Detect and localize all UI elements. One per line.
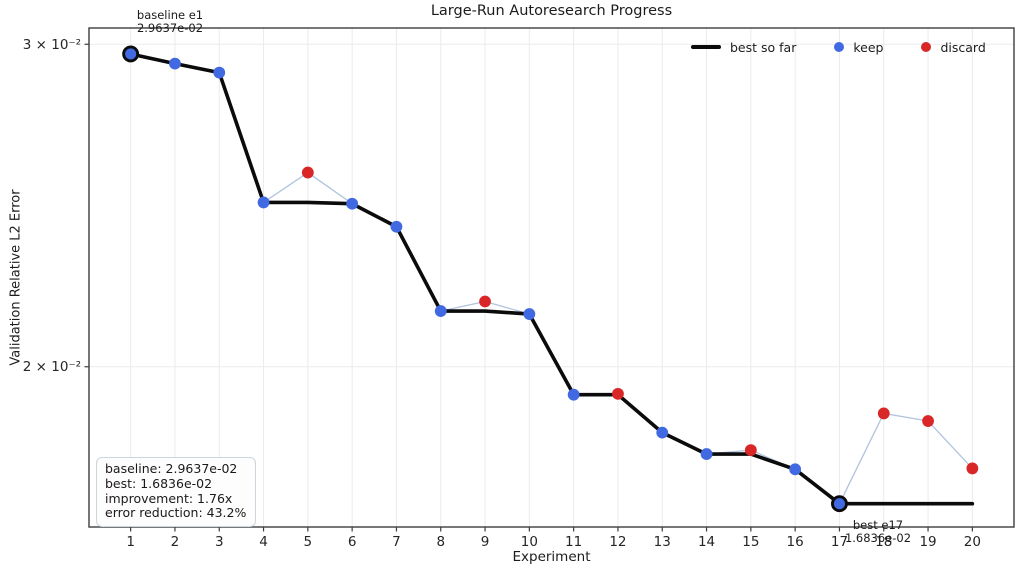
- stats-baseline: baseline: 2.9637e-02: [105, 461, 238, 476]
- stats-improvement: improvement: 1.76x: [105, 490, 233, 506]
- marker-e18-discard: [877, 407, 890, 420]
- x-tick-label-3: 3: [215, 534, 224, 550]
- legend-label-discard: discard: [940, 39, 986, 55]
- x-tick-label-16: 16: [787, 534, 804, 550]
- annotation-baseline-line1: baseline e1: [136, 8, 204, 22]
- marker-e10-keep: [523, 308, 536, 320]
- x-tick-label-20: 20: [964, 534, 981, 550]
- chart-title: Large-Run Autoresearch Progress: [430, 3, 673, 19]
- marker-e6-keep: [346, 197, 359, 210]
- marker-e2-keep: [169, 57, 181, 70]
- legend-item-keep: keep: [834, 40, 883, 55]
- x-tick-label-14: 14: [698, 534, 715, 550]
- x-tick-label-4: 4: [259, 534, 268, 550]
- marker-e3-keep: [213, 66, 226, 79]
- stats-error-reduction: error reduction: 43.2%: [105, 505, 247, 521]
- stats-box: baseline: 2.9637e-02 best: 1.6836e-02 im…: [96, 457, 257, 528]
- plot-border: [88, 27, 1015, 528]
- x-tick-label-15: 15: [742, 534, 759, 550]
- x-tick-label-19: 19: [919, 534, 936, 550]
- x-axis-label: Experiment: [512, 549, 591, 565]
- legend-item-discard: discard: [921, 39, 986, 55]
- x-tick-label-17: 17: [831, 534, 848, 550]
- x-tick-label-12: 12: [609, 534, 626, 550]
- marker-e4-keep: [257, 196, 270, 209]
- x-tick-label-5: 5: [304, 534, 313, 550]
- y-tick-label: 3 × 10⁻²: [23, 37, 81, 53]
- annotation-baseline-line2: 2.9637e-02: [136, 21, 204, 35]
- best-so-far-line: [128, 52, 975, 506]
- best-so-far-line-swatch: [691, 45, 721, 49]
- x-tick-label-9: 9: [481, 534, 490, 550]
- marker-e14-keep: [700, 448, 713, 460]
- legend-item-best-so-far: best so far: [691, 40, 796, 55]
- x-tick-label-6: 6: [348, 534, 357, 550]
- x-tick-label-13: 13: [654, 534, 671, 550]
- marker-e13-keep: [656, 426, 669, 439]
- annotation-best-line1: best e17: [852, 518, 904, 532]
- x-tick-label-10: 10: [521, 534, 538, 550]
- discard-dot-swatch: [921, 42, 932, 52]
- x-tick-label-7: 7: [392, 534, 401, 550]
- marker-e20-discard: [966, 462, 979, 475]
- marker-e16-keep: [789, 463, 802, 476]
- x-tick-label-11: 11: [565, 534, 582, 550]
- stats-best: best: 1.6836e-02: [105, 475, 213, 491]
- x-tick-label-8: 8: [436, 534, 445, 550]
- x-tick-label-2: 2: [171, 534, 180, 550]
- annotation-best-line2: 1.6836e-02: [844, 531, 912, 545]
- x-tick-label-1: 1: [126, 534, 135, 550]
- marker-e12-discard: [612, 387, 624, 400]
- marker-e17-keep-highlighted: [831, 495, 848, 513]
- annotation-baseline: baseline e1 2.9637e-02: [137, 9, 203, 35]
- marker-e8-keep: [434, 305, 447, 317]
- keep-dot-swatch: [834, 42, 845, 52]
- y-tick-label: 2 × 10⁻²: [23, 359, 81, 375]
- marker-e7-keep: [390, 220, 403, 233]
- legend: best so far keep discard: [691, 38, 986, 56]
- legend-label-best-so-far: best so far: [730, 39, 797, 55]
- marker-e19-discard: [922, 415, 934, 427]
- legend-label-keep: keep: [853, 39, 884, 55]
- marker-e11-keep: [567, 388, 580, 401]
- marker-e5-discard: [301, 166, 314, 179]
- marker-e15-discard: [744, 444, 757, 456]
- marker-e9-discard: [479, 295, 491, 308]
- raw-series-line: [130, 53, 973, 505]
- marker-e1-keep-highlighted: [122, 45, 140, 63]
- y-axis-label: Validation Relative L2 Error: [8, 189, 24, 366]
- annotation-best: best e17 1.6836e-02: [845, 519, 911, 545]
- x-tick-label-18: 18: [875, 534, 892, 550]
